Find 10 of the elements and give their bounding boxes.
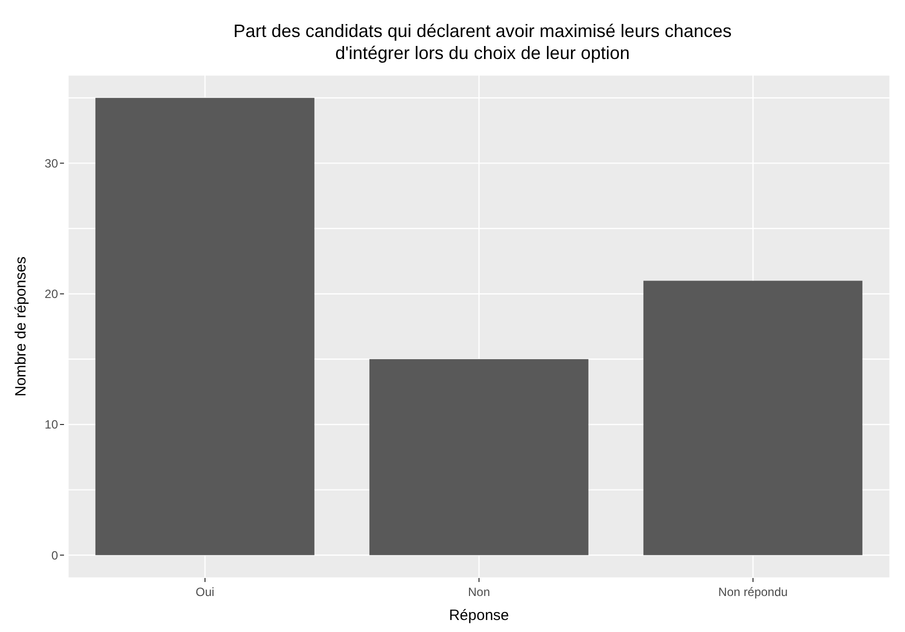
x-tick-label: Non répondu (718, 585, 788, 599)
y-axis-title: Nombre de réponses (12, 256, 30, 397)
x-tick-label: Non (468, 585, 490, 599)
x-tick-label: Oui (196, 585, 214, 599)
x-axis-title: Réponse (448, 607, 510, 624)
y-tick-label: 10 (44, 418, 58, 432)
chart-title: Part des candidats qui déclarent avoir maximisé leurs chances d'intégrer lors du choix de leur option (233, 20, 732, 64)
y-tick-label: 0 (51, 548, 58, 562)
y-tick-label: 30 (44, 156, 58, 170)
y-tick-label: 20 (44, 287, 58, 302)
